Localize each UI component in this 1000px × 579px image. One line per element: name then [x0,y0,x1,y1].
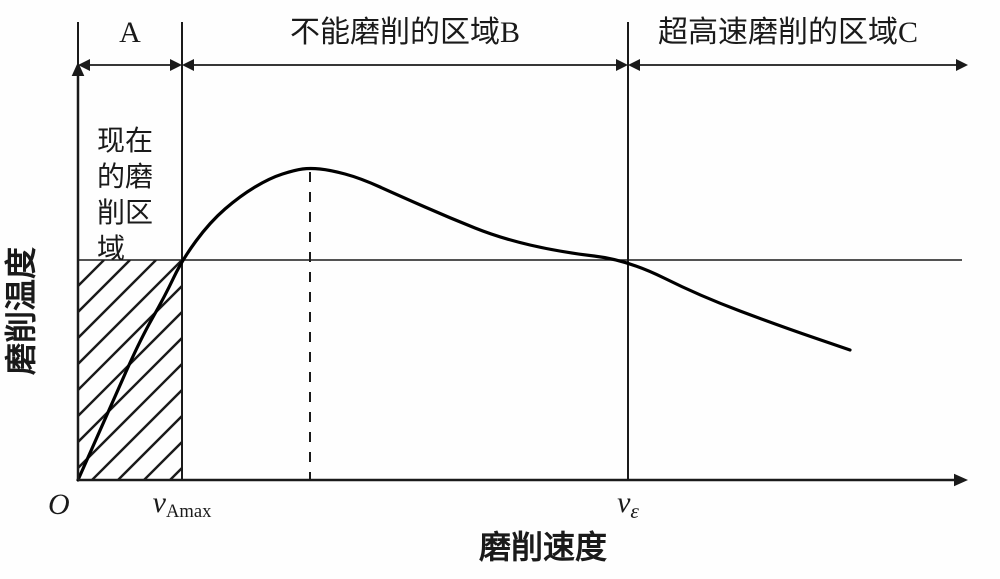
hatched-region-a [0,260,598,480]
temperature-curve-path [78,169,850,481]
tick-vEps: vε [617,486,639,523]
reference-lines [78,22,962,480]
region-b-label: 不能磨削的区域B [290,16,520,49]
region-arrows: A 不能磨削的区域B 超高速磨削的区域C [78,16,968,71]
region-c-arrow [628,59,968,71]
region-a-note-line: 的磨 [97,161,153,193]
tick-vAmax: vAmax [153,486,212,522]
region-c-label: 超高速磨削的区域C [658,16,918,49]
region-a-note-line: 现在 [97,125,153,157]
region-a-note-line: 域 [97,233,125,265]
grinding-temperature-chart: A 不能磨削的区域B 超高速磨削的区域C O 磨削速度 磨削温度 vAmax vε 现在的磨削… [0,0,1000,579]
x-axis-arrow [954,474,968,487]
y-axis-label: 磨削温度 [3,247,39,375]
temperature-curve [78,169,850,481]
x-axis-label: 磨削速度 [479,529,607,565]
region-b-arrow [182,59,628,71]
region-a-label: A [119,16,141,49]
region-a-arrow [78,59,182,71]
origin-label: O [48,488,70,521]
region-a-note-line: 削区 [97,197,153,229]
axes [72,62,968,486]
